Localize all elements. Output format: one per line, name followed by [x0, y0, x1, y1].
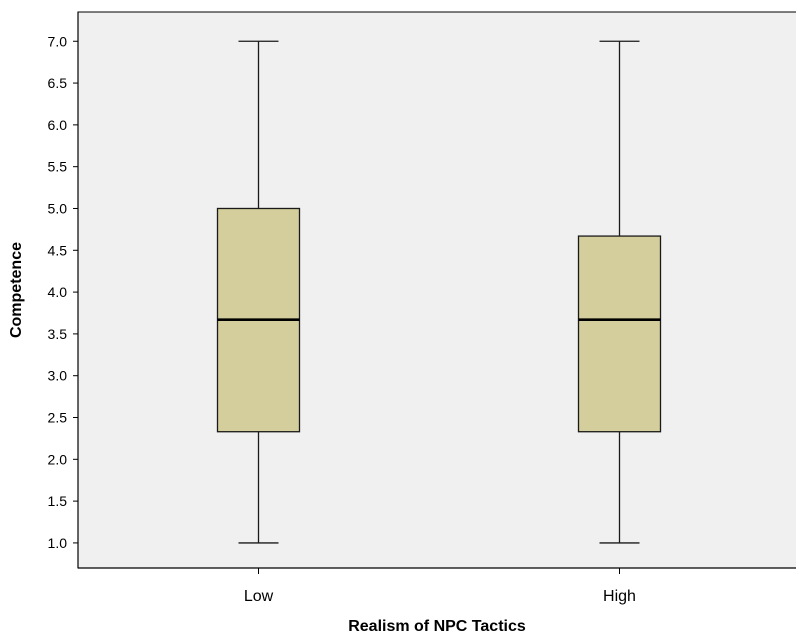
iqr-box: [577, 235, 662, 433]
y-tick-label: 1.0: [48, 535, 68, 551]
box-low: [216, 40, 301, 544]
y-axis-ticks: 1.0 1.5 2.0 2.5 3.0 3.5 4.0 4.5 5.0 5.5 6.0 6.5 7.0: [48, 33, 78, 551]
y-tick-label: 6.0: [48, 117, 68, 133]
x-tick-label: High: [603, 588, 636, 605]
y-tick-label: 2.0: [48, 451, 68, 467]
y-tick-label: 4.5: [48, 242, 68, 258]
box-high: [577, 40, 662, 544]
y-tick-label: 3.0: [48, 368, 68, 384]
x-axis-ticks: Low High: [244, 568, 636, 605]
y-tick-label: 2.5: [48, 410, 68, 426]
plot-area: [77, 11, 796, 569]
boxplot-series: [216, 40, 662, 544]
x-axis-title: Realism of NPC Tactics: [348, 618, 526, 634]
y-tick-label: 1.5: [48, 493, 68, 509]
y-tick-label: 6.5: [48, 75, 68, 91]
x-tick-label: Low: [244, 588, 274, 605]
y-tick-label: 3.5: [48, 326, 68, 342]
y-tick-label: 4.0: [48, 284, 68, 300]
y-axis-title: Competence: [8, 242, 25, 338]
y-tick-label: 7.0: [48, 33, 68, 49]
y-tick-label: 5.0: [48, 200, 68, 216]
y-tick-label: 5.5: [48, 159, 68, 175]
